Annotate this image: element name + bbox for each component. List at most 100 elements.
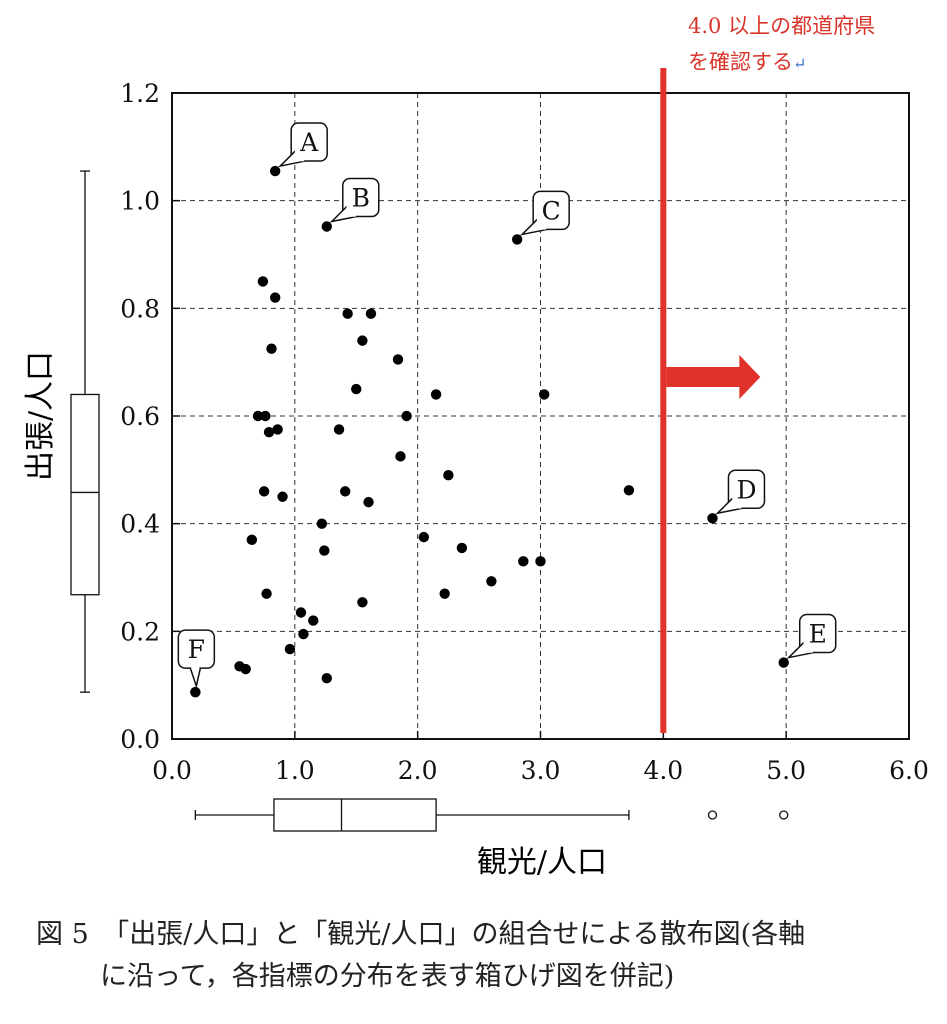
grid-lines [172,93,909,739]
data-point-b [321,221,332,232]
point-callouts: A B C D E F [177,122,837,689]
x-tick-label: 2.0 [398,756,438,785]
callout-label: F [188,635,205,664]
x-tick-label: 4.0 [643,756,683,785]
data-points [190,165,789,698]
data-point [295,607,307,618]
axis-ticks: 0.0 1.0 2.0 3.0 4.0 5.0 6.0 0.0 0.2 0.4 0.6 0.8 1.0 1… [120,79,929,785]
data-point-d [707,513,718,524]
data-point [257,276,269,287]
data-point [284,643,296,655]
y-tick-label: 0.4 [120,510,160,539]
data-point [443,470,454,481]
x-box-outlier [707,810,718,820]
annotation-line-2: を確認する [688,50,793,74]
callout-c: C [519,190,570,236]
data-point [518,556,529,567]
data-point [339,486,351,497]
return-mark-icon: ↵ [793,54,807,73]
data-point [486,576,497,587]
callout-tail [329,205,357,223]
callout-tail [189,667,202,689]
annotation-line-1: 4.0 以上の都道府県 [688,14,876,38]
callout-label: D [736,475,756,504]
callout-label: C [542,196,561,225]
x-axis-label: 観光/人口 [477,845,607,880]
data-point [319,545,330,556]
data-point [260,410,271,422]
callout-label: B [352,184,370,213]
callout-d: D [715,469,766,515]
data-point [357,335,368,346]
callout-a: A [277,122,328,168]
callout-e: E [786,613,837,659]
x-tick-label: 3.0 [521,756,561,785]
data-point [623,485,635,496]
callout-b: B [329,177,380,223]
caption-line-2: に沿って，各指標の分布を表す箱ひげ図を併記) [100,961,675,992]
caption-line-1: 図 5 「出張/人口」と「観光/人口」の組合せによる散布図(各軸 [36,919,806,950]
data-point [535,556,546,567]
figure-caption: 図 5 「出張/人口」と「観光/人口」の組合せによる散布図(各軸 に沿って，各指… [36,914,936,998]
x-tick-label: 6.0 [889,756,929,785]
data-point [277,491,288,502]
y-boxplot [70,170,100,693]
data-point [456,542,468,554]
data-point [365,308,377,319]
data-point-c [511,234,523,245]
callout-label: A [299,128,319,157]
data-point [272,424,283,435]
data-point [363,496,374,508]
callout-tail [786,642,814,659]
data-point [316,518,328,529]
right-arrow-icon [666,355,761,399]
data-point [266,343,277,354]
y-tick-label: 1.0 [120,187,160,216]
x-tick-label: 5.0 [766,756,806,785]
callout-box [727,469,766,510]
data-point [333,424,345,435]
data-point [401,410,412,422]
x-box-iqr [273,798,437,832]
callout-tail [277,150,306,168]
data-point [395,451,406,462]
x-tick-label: 0.0 [152,756,192,785]
data-point-f [190,686,201,698]
data-point [439,588,450,599]
y-tick-label: 1.2 [120,79,160,108]
y-box-iqr [70,393,100,596]
data-point [418,531,430,543]
y-tick-label: 0.2 [120,617,160,646]
data-point [258,486,270,497]
y-tick-label: 0.8 [120,294,160,323]
y-tick-label: 0.0 [120,725,160,754]
threshold-marker [660,68,761,733]
callout-tail [519,218,548,236]
y-axis-label: 出張/人口 [23,351,58,481]
data-point [261,588,272,599]
callout-f: F [177,629,216,689]
data-point [392,354,404,365]
callout-tail-mask [803,642,813,653]
data-point [430,389,442,400]
data-point [357,597,368,608]
data-point [263,426,275,438]
data-point [269,292,281,303]
callout-label: E [809,620,827,649]
data-point [351,383,362,395]
x-tick-label: 1.0 [275,756,315,785]
callout-tail-mask [536,219,547,230]
callout-tail-mask [732,498,742,509]
scatter-chart: 0.0 1.0 2.0 3.0 4.0 5.0 6.0 0.0 0.2 0.4 0.6 0.8 1.0 1… [23,68,929,880]
callout-box [342,177,380,218]
callout-box [290,122,328,162]
threshold-annotation: 4.0 以上の都道府県 を確認する↵ [688,8,875,82]
data-point-a [269,165,281,177]
callout-tail [715,497,743,515]
data-point [246,534,258,546]
data-point [240,663,251,675]
x-box-outlier [779,810,789,820]
callout-box [798,613,837,654]
data-point [321,672,332,684]
data-point [252,410,264,422]
